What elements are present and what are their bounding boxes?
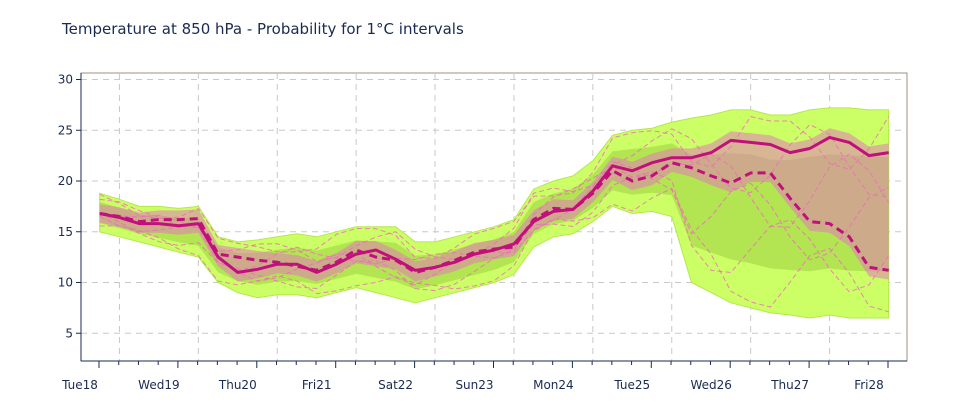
chart-title: Temperature at 850 hPa - Probability for… (62, 20, 464, 38)
x-ticks: Tue18 Wed19 Thu20 Fri21 Sat22 Sun23 Mon24 Tue25… (61, 361, 889, 392)
x-tick-label: Tue18 (61, 378, 98, 392)
y-tick-label: 5 (65, 326, 73, 340)
operational-run-line (99, 135, 889, 274)
y-tick-label: 20 (58, 174, 73, 188)
x-tick-label: Thu20 (218, 378, 257, 392)
y-tick-label: 15 (58, 225, 73, 239)
y-tick-label: 25 (58, 123, 73, 137)
y-tick-label: 10 (58, 276, 73, 290)
x-tick-label: Wed19 (138, 378, 179, 392)
x-tick-label: Wed26 (690, 378, 731, 392)
series-lines (99, 135, 889, 274)
x-tick-label: Mon24 (533, 378, 574, 392)
x-tick-label: Tue25 (613, 378, 650, 392)
x-tick-label: Fri28 (854, 378, 884, 392)
y-ticks: 5 10 15 20 25 30 (58, 73, 81, 340)
ensemble-member-line (99, 123, 889, 262)
x-tick-label: Fri21 (302, 378, 332, 392)
x-tick-label: Sat22 (378, 378, 413, 392)
ensemble-member-line (99, 116, 890, 259)
x-tick-label: Thu27 (770, 378, 809, 392)
x-tick-label: Sun23 (455, 378, 493, 392)
y-tick-label: 30 (58, 73, 73, 87)
probability-band-middle (99, 143, 889, 290)
